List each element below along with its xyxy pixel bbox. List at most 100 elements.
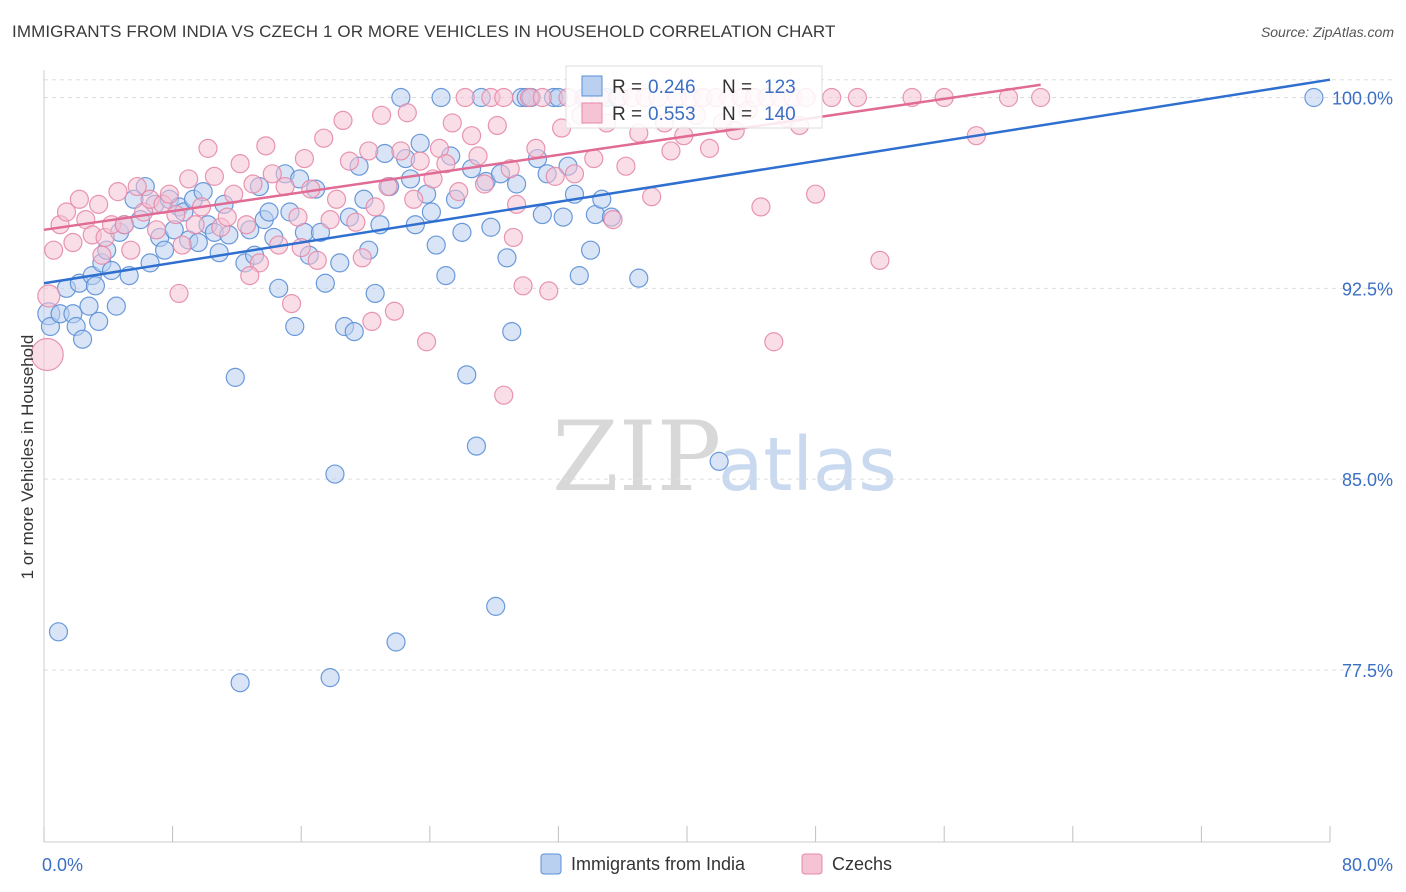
point-czechs-73 [500,159,520,179]
point-czechs-6 [69,189,89,209]
point-czechs-60 [416,332,437,352]
series-legend-swatch-czechs [801,853,823,875]
legend-r-label-czechs: R = [612,104,642,125]
point-czechs-41 [294,148,315,169]
point-india-9 [79,296,99,316]
y-tick-label-1: 92.5% [1342,279,1393,299]
point-czechs-69 [474,174,495,194]
point-czechs-71 [487,115,507,136]
point-czechs-1 [37,284,61,308]
point-czechs-12 [108,182,128,202]
point-india-94 [497,248,517,268]
point-czechs-46 [326,189,347,209]
point-india-61 [330,253,350,273]
point-czechs-15 [127,176,147,197]
point-czechs-63 [436,154,456,174]
legend-swatch-india [581,75,603,97]
point-india-40 [225,367,245,387]
legend-swatch-czechs [581,102,603,124]
point-czechs-66 [455,87,475,108]
point-czechs-35 [256,136,276,156]
point-czechs-13 [114,215,134,235]
legend-n-label-czechs: N = [722,104,752,125]
point-czechs-56 [391,141,411,161]
point-india-86 [457,365,477,385]
point-india-8 [72,329,93,349]
source-label: Source: ZipAtlas.com [1260,24,1394,40]
point-czechs-20 [159,184,179,204]
stats-legend-frame [565,65,823,129]
point-czechs-54 [378,176,398,197]
point-czechs-128 [1031,87,1051,108]
point-india-57 [310,222,331,242]
point-czechs-120 [805,184,826,204]
point-india-23 [140,253,160,273]
point-india-108 [569,266,589,286]
trend-lines [43,78,1331,285]
point-czechs-68 [468,146,488,166]
point-india-41 [230,673,250,693]
point-czechs-9 [89,194,109,214]
point-czechs-65 [449,182,469,202]
point-india-80 [426,235,446,255]
watermark-atlas: atlas [718,422,897,508]
point-india-1 [40,316,61,337]
point-czechs-64 [442,113,462,133]
point-india-85 [452,222,472,242]
point-czechs-67 [461,126,482,146]
point-czechs-29 [217,207,237,227]
point-czechs-77 [526,138,546,158]
point-czechs-75 [513,276,533,296]
point-india-75 [400,169,421,189]
point-india-70 [375,143,395,164]
point-india-101 [532,204,552,225]
point-czechs-80 [545,166,565,186]
point-czechs-50 [352,248,372,268]
point-czechs-123 [870,250,890,270]
x-tick-label-1: 80.0% [1342,855,1393,875]
point-czechs-134 [169,283,189,304]
point-czechs-72 [494,87,514,108]
x-ticks [43,826,1331,842]
point-czechs-43 [307,250,327,270]
point-india-95 [502,321,522,342]
point-czechs-22 [172,235,192,255]
point-india-11 [85,276,106,296]
point-czechs-89 [603,210,623,230]
point-india-68 [365,283,385,304]
point-czechs-98 [661,141,681,161]
point-czechs-55 [384,301,405,321]
point-india-92 [486,596,506,616]
point-czechs-130 [503,227,523,248]
point-czechs-83 [564,164,585,184]
series-india-points [37,87,1324,693]
legend-r-label-india: R = [612,77,642,98]
y-tick-labels: 100.0% 92.5% 85.0% 77.5% [1332,89,1393,682]
point-india-91 [481,217,501,237]
point-czechs-52 [365,197,385,217]
point-czechs-36 [262,164,282,184]
legend-n-value-czechs: 140 [764,104,796,125]
point-czechs-2 [44,240,64,260]
point-india-49 [269,278,289,298]
point-india-60 [325,464,345,484]
point-india-26 [154,240,175,260]
point-czechs-45 [320,210,340,230]
y-tick-label-2: 85.0% [1342,470,1393,490]
point-czechs-31 [230,154,250,174]
series-legend-label-india: Immigrants from India [571,854,746,874]
point-india-110 [580,240,601,260]
series-legend-label-czechs: Czechs [832,854,892,874]
point-india-117 [709,451,729,471]
point-czechs-95 [642,187,662,207]
point-czechs-133 [240,266,260,286]
series-legend: Immigrants from India Czechs [540,853,892,875]
x-tick-labels: 0.0% 80.0% [42,855,1393,875]
y-tick-label-3: 77.5% [1342,661,1393,681]
point-czechs-0 [30,337,64,372]
point-czechs-51 [359,141,379,161]
point-india-33 [188,232,208,253]
point-czechs-5 [63,232,83,253]
point-india-37 [209,243,229,263]
